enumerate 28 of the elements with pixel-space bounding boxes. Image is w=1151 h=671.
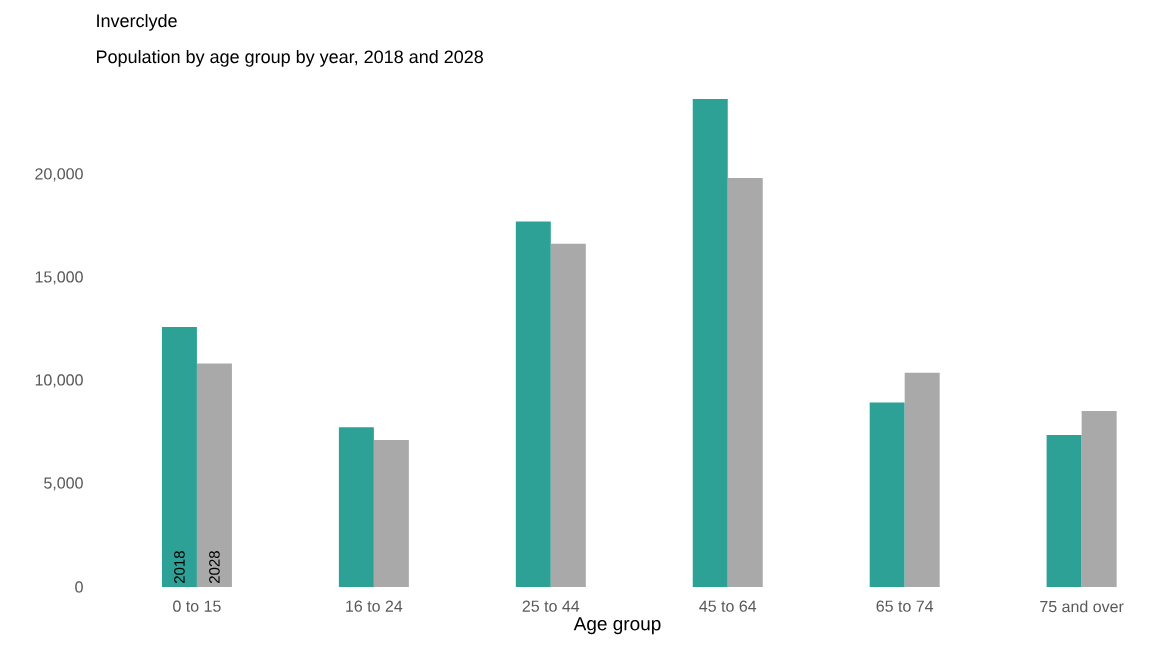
bar [550,243,586,587]
bar [692,98,728,587]
bar [196,363,232,587]
bar [904,372,940,587]
x-tick-label: 16 to 24 [346,600,403,612]
series-label: 2028 [209,551,220,584]
y-tick-label: 20,000 [35,168,83,182]
chart-subtitle: Population by age group by year, 2018 and 2028 [97,49,483,67]
bar [338,427,374,587]
y-tick-label: 5,000 [44,477,83,491]
y-tick-label: 0 [75,581,83,593]
bar [1081,410,1117,587]
x-tick-label: 25 to 44 [522,600,580,612]
x-tick-label: 65 to 74 [876,600,934,612]
bar [161,327,197,587]
bar [373,440,409,587]
bar [727,178,763,587]
y-tick-label: 15,000 [35,271,83,285]
chart-title: Inverclyde [97,13,177,31]
bar [869,402,905,587]
x-tick-label: 45 to 64 [699,600,757,612]
x-axis-title: Age group [573,617,661,635]
bar [515,221,551,587]
series-label: 2018 [174,551,185,584]
x-tick-label: 75 and over [1040,600,1124,613]
x-tick-label: 0 to 15 [173,600,221,612]
bar [1046,435,1082,587]
y-tick-label: 10,000 [35,374,83,388]
